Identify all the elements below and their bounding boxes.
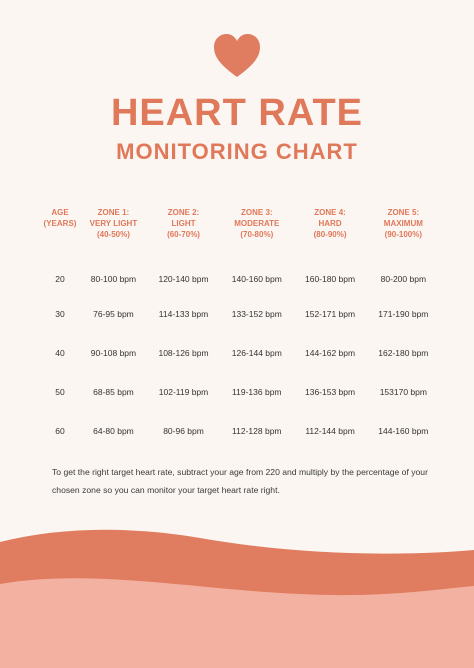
age-cell: 50 [55, 386, 65, 397]
zone-cell: 136-153 bpm [305, 386, 356, 397]
column-header-zone-3: ZONE 3: MODERATE (70-80%) [234, 208, 280, 239]
table-row: 20 80-100 bpm 120-140 bpm 140-160 bpm 16… [40, 264, 440, 294]
zone-cell: 144-162 bpm [305, 347, 356, 358]
zone-cell: 112-144 bpm [305, 425, 355, 436]
page-title: HEART RATE [110, 92, 364, 134]
heart-rate-table: AGE (YEARS) ZONE 1: VERY LIGHT (40-50%) … [40, 207, 440, 450]
table-row: 50 68-85 bpm 102-119 bpm 119-136 bpm 136… [40, 372, 440, 411]
table-row: 60 64-80 bpm 80-96 bpm 112-128 bpm 112-1… [40, 411, 440, 450]
zone-cell: 126-144 bpm [231, 347, 282, 358]
zone-cell: 90-108 bpm [90, 347, 137, 358]
zone-cell: 152-171 bpm [305, 308, 356, 319]
heart-icon [214, 34, 260, 77]
age-cell: 30 [55, 308, 65, 319]
column-header-zone-4: ZONE 4: HARD (80-90%) [313, 208, 347, 239]
zone-cell: 114-133 bpm [158, 308, 209, 319]
table-header-row: AGE (YEARS) ZONE 1: VERY LIGHT (40-50%) … [40, 207, 440, 264]
column-header-zone-5: ZONE 5: MAXIMUM (90-100%) [383, 208, 423, 239]
column-header-age: AGE (YEARS) [43, 208, 77, 228]
zone-cell: 76-95 bpm [93, 308, 134, 319]
zone-cell: 102-119 bpm [158, 386, 209, 397]
zone-cell: 162-180 bpm [378, 347, 429, 358]
zone-cell: 120-140 bpm [158, 274, 209, 284]
zone-cell: 160-180 bpm [305, 274, 356, 284]
zone-cell: 119-136 bpm [232, 386, 282, 397]
column-header-zone-2: ZONE 2: LIGHT (60-70%) [167, 208, 200, 239]
zone-cell: 80-96 bpm [163, 425, 204, 436]
zone-cell: 153170 bpm [379, 386, 427, 397]
zone-cell: 144-160 bpm [378, 425, 429, 436]
zone-cell: 133-152 bpm [231, 308, 282, 319]
zone-cell: 80-100 bpm [90, 274, 137, 284]
zone-cell: 64-80 bpm [93, 425, 134, 436]
decorative-waves [0, 529, 474, 668]
age-cell: 20 [55, 274, 65, 284]
wave-light [0, 578, 474, 668]
table-row: 30 76-95 bpm 114-133 bpm 133-152 bpm 152… [40, 294, 440, 333]
zone-cell: 80-200 bpm [380, 274, 427, 284]
age-cell: 60 [55, 425, 65, 436]
zone-cell: 140-160 bpm [231, 274, 282, 284]
instruction-note: To get the right target heart rate, subt… [52, 467, 428, 495]
page-subtitle: MONITORING CHART [116, 139, 358, 164]
zone-cell: 108-126 bpm [158, 347, 209, 358]
zone-cell: 171-190 bpm [378, 308, 429, 319]
column-header-zone-1: ZONE 1: VERY LIGHT (40-50%) [89, 208, 138, 239]
age-cell: 40 [55, 347, 65, 358]
table-row: 40 90-108 bpm 108-126 bpm 126-144 bpm 14… [40, 333, 440, 372]
zone-cell: 112-128 bpm [232, 425, 282, 436]
zone-cell: 68-85 bpm [93, 386, 134, 397]
